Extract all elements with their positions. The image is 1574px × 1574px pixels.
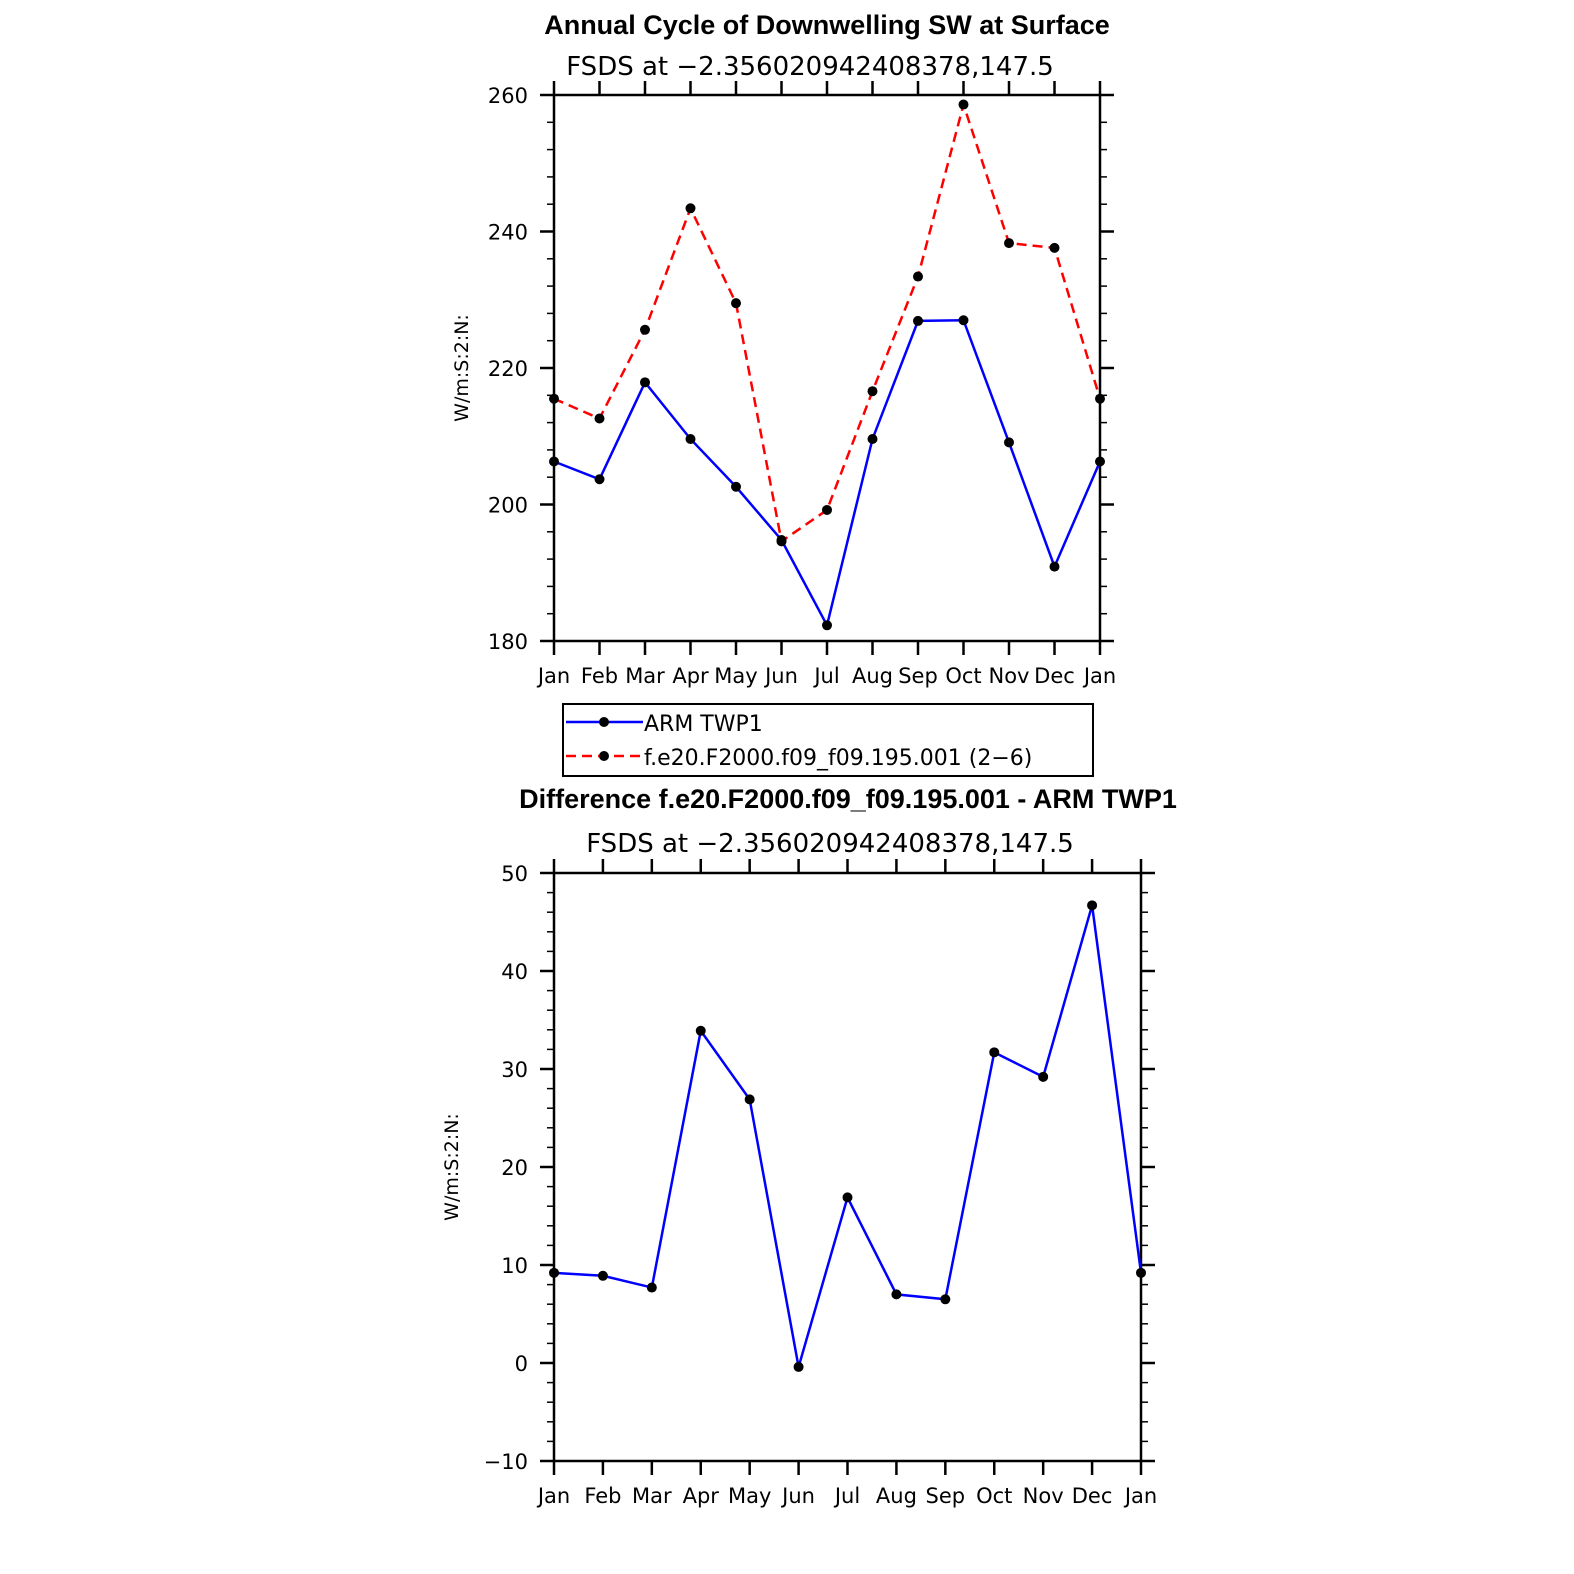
top-xtick-label: May	[714, 664, 757, 688]
top-series-1-point	[640, 324, 650, 335]
bottom-xtick-label: Sep	[926, 1484, 966, 1508]
top-series-1-point	[594, 413, 605, 424]
top-ytick-label: 260	[488, 84, 528, 108]
bottom-series-0-point	[744, 1094, 755, 1105]
bottom-ytick-label: 50	[501, 862, 528, 886]
top-chart: Annual Cycle of Downwelling SW at Surfac…	[451, 10, 1116, 777]
top-ytick-label: 220	[488, 357, 528, 381]
top-xtick-label: Jan	[1082, 664, 1116, 688]
top-xtick-label: Dec	[1034, 664, 1075, 688]
bottom-xtick-label: Aug	[876, 1484, 917, 1508]
legend-box	[562, 703, 1094, 777]
top-series-1-point	[1095, 393, 1105, 404]
top-xtick-label: Jul	[812, 664, 839, 688]
bottom-chart-ylabel: W/m:S:2:N:	[441, 1113, 463, 1221]
bottom-xtick-label: Jan	[536, 1484, 570, 1508]
bottom-chart-subtitle: FSDS at −2.356020942408378,147.5	[586, 829, 1074, 859]
top-xtick-label: Apr	[672, 664, 709, 688]
top-series-0-point	[913, 315, 923, 326]
bottom-xtick-label: Jan	[1123, 1484, 1157, 1508]
top-xtick-label: Sep	[898, 664, 938, 688]
bottom-xtick-label: Dec	[1072, 1484, 1113, 1508]
top-chart-subtitle: FSDS at −2.356020942408378,147.5	[566, 52, 1054, 82]
top-series-0-point	[549, 456, 559, 467]
bottom-ytick-label: 30	[501, 1058, 528, 1082]
top-plot-area: Jan Feb Mar Apr May Jun Jul Aug Sep Oct Nov Dec Jan 1…	[488, 81, 1116, 688]
bottom-series-0-point	[1038, 1071, 1049, 1082]
bottom-chart-title: Difference f.e20.F2000.f09_f09.195.001 -…	[519, 784, 1177, 814]
top-frame	[552, 93, 1102, 643]
top-chart-title: Annual Cycle of Downwelling SW at Surfac…	[544, 10, 1110, 40]
top-series-0-point	[685, 433, 696, 444]
legend-marker-arm	[599, 717, 609, 727]
top-series-0-point	[958, 315, 969, 326]
top-xtick-label: Mar	[625, 664, 665, 688]
bottom-ytick-label: 10	[501, 1254, 528, 1278]
top-series-0-point	[1004, 437, 1014, 448]
bottom-series-0-point	[1136, 1267, 1146, 1278]
top-series-0-point	[640, 377, 650, 388]
bottom-xtick-label: Feb	[584, 1484, 621, 1508]
bottom-xtick-label: Oct	[976, 1484, 1012, 1508]
top-series-1-point	[1004, 238, 1014, 249]
bottom-xtick-label: Jun	[780, 1484, 815, 1508]
top-series-1-line	[553, 100, 1102, 544]
top-series-1-point	[822, 504, 832, 515]
bottom-xtick-label: Jul	[833, 1484, 860, 1508]
legend-label-model: f.e20.F2000.f09_f09.195.001 (2−6)	[644, 746, 1032, 771]
top-series-1-point	[913, 271, 923, 282]
bottom-frame	[552, 871, 1143, 1463]
top-xtick-label: Oct	[945, 664, 981, 688]
bottom-xtick-label: Nov	[1023, 1484, 1064, 1508]
bottom-series-0-point	[940, 1294, 951, 1305]
top-series-1-point	[731, 298, 741, 309]
top-series-0-point	[867, 433, 878, 444]
top-series-0-point	[594, 474, 605, 485]
top-series-0-point	[1095, 456, 1105, 467]
legend-label-arm: ARM TWP1	[644, 712, 763, 737]
top-xtick-label: Aug	[852, 664, 893, 688]
bottom-xtick-label: May	[728, 1484, 771, 1508]
bottom-series-0-point	[989, 1047, 1000, 1058]
top-chart-ylabel: W/m:S:2:N:	[451, 314, 473, 422]
bottom-series-0-point	[695, 1025, 706, 1036]
legend: ARM TWP1 f.e20.F2000.f09_f09.195.001 (2−…	[562, 703, 1094, 777]
bottom-series-0-point	[549, 1267, 559, 1278]
top-series-1-point	[685, 203, 696, 214]
bottom-series-0-line	[553, 904, 1143, 1368]
bottom-ytick-label: −10	[484, 1450, 528, 1474]
bottom-series-0-point	[793, 1361, 804, 1372]
top-xtick-label: Jan	[536, 664, 570, 688]
bottom-ytick-label: 0	[515, 1352, 528, 1376]
bottom-series-0-point	[1087, 900, 1098, 911]
top-series-1-point	[958, 99, 969, 110]
top-ytick-label: 180	[488, 630, 528, 654]
bottom-series-0-point	[597, 1270, 608, 1281]
top-series-0-line	[553, 318, 1102, 629]
top-xtick-label: Feb	[581, 664, 618, 688]
top-xtick-label: Nov	[989, 664, 1030, 688]
bottom-xtick-label: Mar	[632, 1484, 672, 1508]
top-series-1-point	[867, 386, 878, 397]
bottom-xtick-label: Apr	[683, 1484, 720, 1508]
legend-marker-model	[599, 751, 609, 761]
bottom-chart: Difference f.e20.F2000.f09_f09.195.001 -…	[441, 784, 1177, 1508]
top-ytick-label: 200	[488, 494, 528, 518]
bottom-series-0-point	[842, 1192, 853, 1203]
top-ytick-label: 240	[488, 221, 528, 245]
bottom-ytick-label: 20	[501, 1156, 528, 1180]
bottom-series-0-point	[891, 1289, 902, 1300]
bottom-ytick-label: 40	[501, 960, 528, 984]
top-series-1-point	[549, 393, 559, 404]
top-series-0-point	[1049, 561, 1060, 572]
bottom-series-0-point	[646, 1282, 657, 1293]
bottom-plot-area: Jan Feb Mar Apr May Jun Jul Aug Sep Oct Nov Dec Jan−…	[484, 859, 1157, 1508]
top-xtick-label: Jun	[763, 664, 798, 688]
top-series-0-point	[731, 481, 741, 492]
top-series-1-point	[776, 536, 787, 547]
top-series-0-point	[822, 620, 832, 631]
top-series-1-point	[1049, 242, 1060, 253]
